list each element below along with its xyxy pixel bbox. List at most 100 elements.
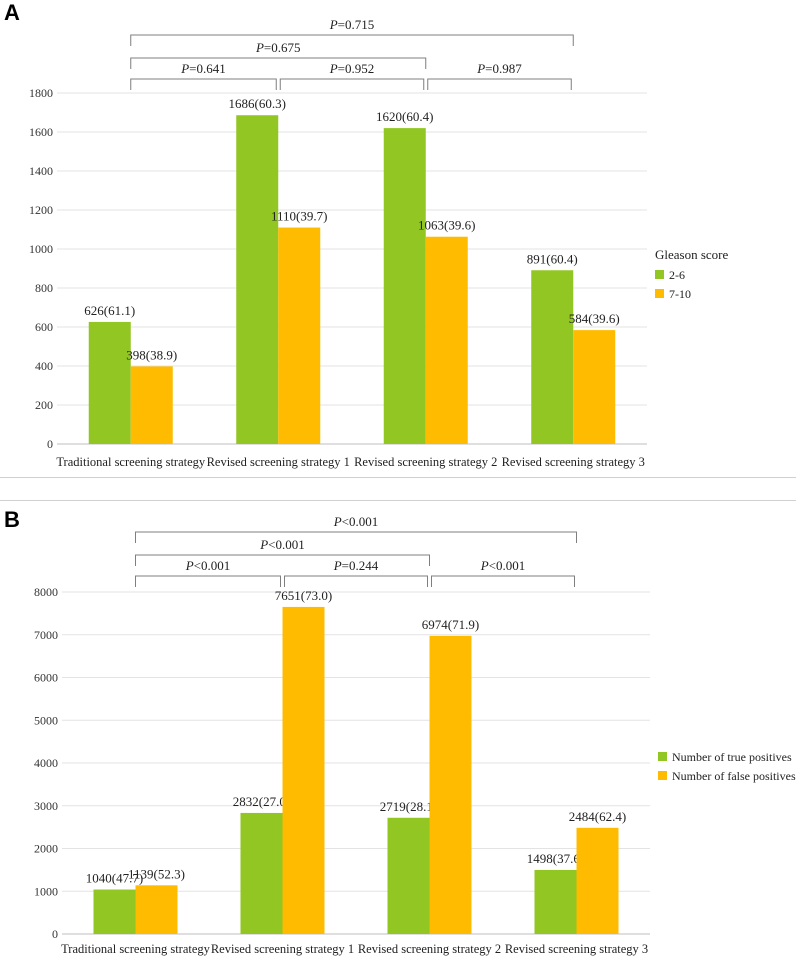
p-value-label: P=0.952 — [329, 61, 375, 76]
p-value: <0.001 — [194, 558, 231, 573]
p-value-label: P=0.675 — [255, 40, 301, 55]
y-tick-label: 6000 — [34, 671, 58, 685]
significance-bracket — [135, 531, 577, 543]
bar — [534, 869, 577, 934]
y-tick-label: 1200 — [29, 203, 53, 217]
data-label: 626(61.1) — [84, 303, 135, 318]
x-category-label: Revised screening strategy 1 — [211, 942, 354, 956]
legend-entry: 7-10 — [669, 287, 691, 301]
bar — [576, 827, 619, 934]
bar — [383, 128, 426, 444]
legend-swatch — [655, 289, 664, 298]
p-symbol: P — [329, 17, 338, 32]
chart-b-svg: 0 1000 2000 3000 4000 5000 6000 7000 8000 Traditi… — [34, 514, 796, 956]
p-value: <0.001 — [489, 558, 526, 573]
p-value-label: P=0.987 — [476, 61, 522, 76]
p-symbol: P — [476, 61, 485, 76]
p-value: <0.001 — [342, 514, 379, 529]
y-tick-label: 1000 — [34, 884, 58, 898]
p-symbol: P — [333, 514, 342, 529]
y-tick-label: 3000 — [34, 799, 58, 813]
significance-bracket — [130, 78, 277, 90]
data-label: 7651(73.0) — [275, 588, 332, 603]
legend-swatch — [658, 771, 667, 780]
p-symbol: P — [255, 40, 264, 55]
legend-title: Gleason score — [655, 247, 729, 262]
x-category-label: Revised screening strategy 3 — [502, 455, 645, 469]
bar — [236, 115, 279, 444]
p-value: =0.675 — [264, 40, 301, 55]
y-tick-label: 5000 — [34, 713, 58, 727]
y-tick-label: 600 — [35, 320, 53, 334]
x-category-label: Traditional screening strategy — [56, 455, 206, 469]
data-label: 1139(52.3) — [128, 866, 185, 881]
y-tick-label: 1800 — [29, 86, 53, 100]
significance-bracket — [431, 575, 575, 587]
p-value: =0.641 — [189, 61, 226, 76]
data-label: 891(60.4) — [527, 251, 578, 266]
bar — [135, 885, 178, 934]
bar — [278, 227, 321, 444]
legend-swatch — [658, 752, 667, 761]
chart-a-svg: 0 200 400 600 800 1000 1200 1400 1600 1800 Traditi… — [29, 17, 729, 469]
p-symbol: P — [185, 558, 194, 573]
p-value: =0.715 — [338, 17, 375, 32]
chart-panel-a: A 0 200 400 600 800 1000 1200 1400 1600 1800 Tradi… — [0, 0, 796, 478]
data-label: 398(38.9) — [126, 347, 177, 362]
p-value: =0.987 — [485, 61, 522, 76]
y-tick-label: 2000 — [34, 842, 58, 856]
p-symbol: P — [329, 61, 338, 76]
y-tick-label: 0 — [52, 927, 58, 941]
bar — [282, 606, 325, 934]
significance-bracket — [427, 78, 572, 90]
p-value-label: P=0.641 — [180, 61, 226, 76]
data-label: 1063(39.6) — [418, 218, 475, 233]
significance-bracket — [279, 78, 425, 90]
p-value-label: P<0.001 — [185, 558, 231, 573]
x-category-label: Revised screening strategy 3 — [505, 942, 648, 956]
p-value-label: P<0.001 — [333, 514, 379, 529]
data-label: 1498(37.6) — [527, 851, 584, 866]
data-label: 584(39.6) — [569, 311, 620, 326]
data-label: 6974(71.9) — [422, 617, 479, 632]
y-tick-label: 4000 — [34, 756, 58, 770]
p-value-label: P<0.001 — [480, 558, 526, 573]
chart-panel-b: B 0 1000 2000 3000 4000 5000 6000 7000 8000 Tradi… — [0, 500, 796, 960]
p-symbol: P — [333, 558, 342, 573]
data-label: 1110(39.7) — [271, 209, 327, 224]
p-value-label: P=0.244 — [333, 558, 379, 573]
significance-bracket — [135, 554, 430, 566]
y-tick-label: 400 — [35, 359, 53, 373]
p-symbol: P — [480, 558, 489, 573]
y-tick-label: 8000 — [34, 585, 58, 599]
legend-entry: Number of false positives — [672, 769, 796, 783]
y-tick-label: 1600 — [29, 125, 53, 139]
bar — [573, 330, 616, 444]
p-value: =0.952 — [338, 61, 375, 76]
p-value-label: P<0.001 — [259, 537, 305, 552]
y-tick-label: 800 — [35, 281, 53, 295]
significance-bracket — [130, 57, 427, 69]
bar — [130, 366, 173, 444]
p-value: =0.244 — [342, 558, 379, 573]
y-tick-label: 7000 — [34, 628, 58, 642]
p-symbol: P — [180, 61, 189, 76]
x-category-label: Revised screening strategy 2 — [358, 942, 501, 956]
y-tick-label: 0 — [47, 437, 53, 451]
bar — [240, 812, 283, 934]
x-category-label: Revised screening strategy 2 — [354, 455, 497, 469]
legend-entry: 2-6 — [669, 268, 685, 282]
bar — [531, 270, 574, 444]
x-category-label: Revised screening strategy 1 — [207, 455, 350, 469]
legend-entry: Number of true positives — [672, 750, 792, 764]
y-tick-label: 1400 — [29, 164, 53, 178]
bar — [88, 321, 131, 444]
p-symbol: P — [259, 537, 268, 552]
bar — [93, 889, 136, 934]
data-label: 1686(60.3) — [229, 96, 286, 111]
bar — [429, 635, 472, 934]
panel-b-letter: B — [4, 507, 20, 532]
bar — [425, 236, 468, 444]
significance-bracket — [130, 34, 574, 46]
legend-swatch — [655, 270, 664, 279]
